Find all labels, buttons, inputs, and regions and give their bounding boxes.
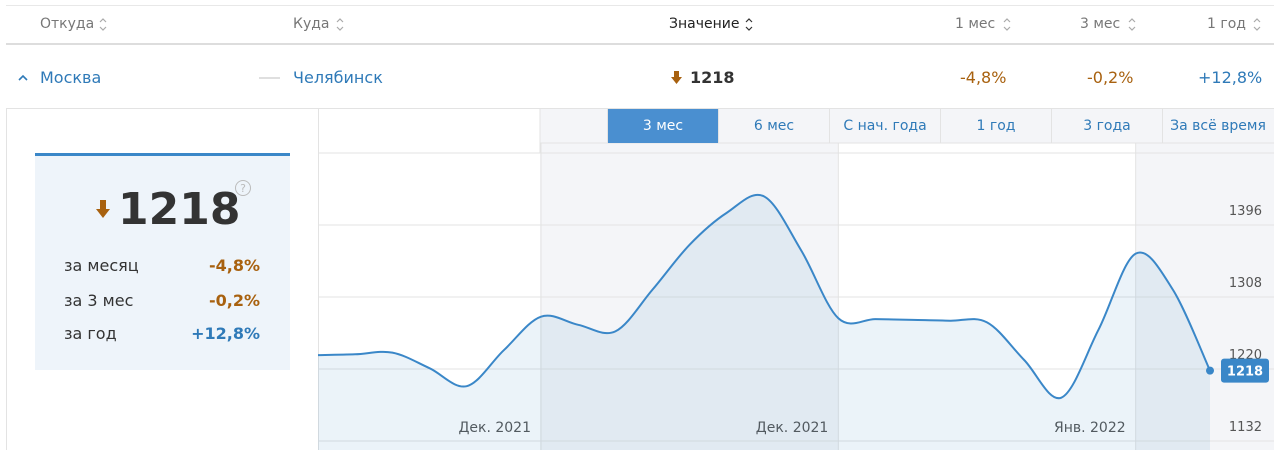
header[interactable]: Куда (293, 16, 330, 32)
period-tab[interactable]: За всё время (1162, 109, 1273, 143)
y-tick-label: 1308 (1229, 276, 1262, 291)
card-label: за год (64, 324, 117, 343)
change-3m: -0,2% (1087, 68, 1134, 87)
header-border (6, 43, 1274, 45)
period-tab[interactable]: 6 мес (718, 109, 829, 143)
svg-text:?: ? (240, 182, 246, 195)
header[interactable]: Откуда (40, 16, 95, 32)
period-tab[interactable]: 3 мес (607, 109, 718, 143)
x-tick-label: Янв. 2022 (1054, 420, 1126, 436)
value: 1218 (690, 68, 735, 87)
y-tick-label: 1396 (1229, 204, 1262, 219)
line (317, 193, 1211, 399)
card-value: 1218 (118, 184, 241, 235)
x-tick-label: Дек. 2021 (458, 420, 531, 436)
card-change: +12,8% (191, 324, 260, 343)
value-badge-label: 1218 (1227, 365, 1263, 380)
panel-border (6, 108, 7, 450)
to-city[interactable]: Челябинск (293, 68, 383, 87)
period-tab[interactable]: С нач. года (829, 109, 940, 143)
area (318, 194, 1210, 450)
summary-card: 1218 ? за месяц -4,8% за 3 мес -0,2% за … (35, 153, 290, 370)
row-border (6, 108, 1274, 109)
value-badge (1221, 358, 1269, 383)
period-tab[interactable]: 1 год (940, 109, 1051, 143)
card-label: за месяц (64, 256, 139, 275)
down-arrow (96, 200, 110, 218)
card-label: за 3 мес (64, 291, 134, 310)
header[interactable]: 3 мес (1080, 16, 1121, 32)
card-change: -4,8% (208, 256, 260, 275)
x-tick-label: Дек. 2021 (756, 420, 829, 436)
panel-divider (318, 108, 319, 450)
help-icon[interactable]: ? (234, 179, 252, 197)
change-1m: -4,8% (960, 68, 1007, 87)
last-point (1206, 366, 1214, 375)
header[interactable]: 1 год (1207, 16, 1246, 32)
header[interactable]: Значение (669, 16, 740, 32)
from-city[interactable]: Москва (40, 68, 102, 87)
card-change: -0,2% (208, 291, 260, 310)
header[interactable]: 1 мес (955, 16, 996, 32)
period-tab[interactable]: 3 года (1051, 109, 1162, 143)
change-1y: +12,8% (1198, 68, 1263, 87)
top-border (6, 5, 1274, 6)
y-tick-label: 1132 (1229, 420, 1262, 435)
